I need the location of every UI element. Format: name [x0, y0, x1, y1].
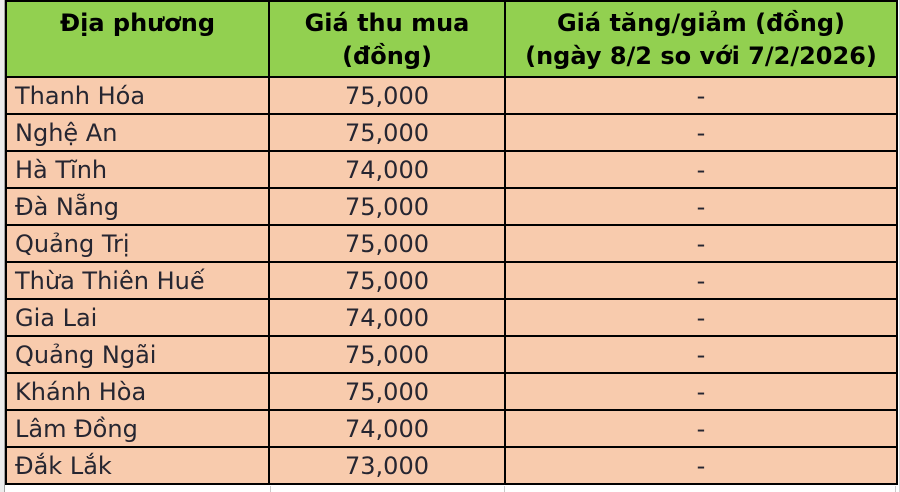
header-cell-change[interactable]: Giá tăng/giảm (đồng) (ngày 8/2 so với 7/…: [504, 0, 898, 78]
cell-location[interactable]: Đắk Lắk: [5, 446, 270, 485]
header-price-label-line2: (đồng): [342, 42, 432, 71]
bottom-gridline-stub: [270, 486, 271, 492]
cell-change[interactable]: -: [504, 187, 898, 226]
cell-price[interactable]: 74,000: [268, 298, 506, 337]
table-body: Thanh Hóa 75,000- Nghệ An 75,000- Hà Tĩnh 74,…: [5, 76, 898, 485]
cell-change[interactable]: -: [504, 409, 898, 448]
cell-price[interactable]: 75,000: [268, 335, 506, 374]
table-row: Nghệ An 75,000-: [5, 113, 898, 152]
cell-price[interactable]: 75,000: [268, 76, 506, 115]
header-location-label: Địa phương: [60, 9, 215, 37]
price-table: Địa phương Giá thu mua (đồng) Giá tăng/g…: [5, 0, 898, 485]
bottom-gridline-stub: [895, 486, 896, 492]
header-change-label-line2: (ngày 8/2 so với 7/2/2026): [525, 42, 877, 71]
header-cell-price[interactable]: Giá thu mua (đồng): [268, 0, 506, 78]
header-cell-location[interactable]: Địa phương: [5, 0, 270, 78]
cell-location[interactable]: Quảng Ngãi: [5, 335, 270, 374]
cell-location[interactable]: Hà Tĩnh: [5, 150, 270, 189]
cell-location[interactable]: Khánh Hòa: [5, 372, 270, 411]
cell-change[interactable]: -: [504, 298, 898, 337]
cell-price[interactable]: 75,000: [268, 261, 506, 300]
table-row: Khánh Hòa 75,000-: [5, 372, 898, 411]
cell-change[interactable]: -: [504, 113, 898, 152]
cell-price[interactable]: 75,000: [268, 187, 506, 226]
cell-change[interactable]: -: [504, 335, 898, 374]
cell-location[interactable]: Gia Lai: [5, 298, 270, 337]
table-row: Gia Lai 74,000-: [5, 298, 898, 337]
cell-price[interactable]: 73,000: [268, 446, 506, 485]
cell-location[interactable]: Thanh Hóa: [5, 76, 270, 115]
left-gutter: [0, 0, 5, 492]
cell-location[interactable]: Thừa Thiên Huế: [5, 261, 270, 300]
cell-price[interactable]: 74,000: [268, 409, 506, 448]
bottom-gridline-stub: [504, 486, 505, 492]
table-row: Quảng Ngãi 75,000-: [5, 335, 898, 374]
cell-location[interactable]: Lâm Đồng: [5, 409, 270, 448]
header-price-label-line1: Giá thu mua: [304, 9, 470, 37]
cell-change[interactable]: -: [504, 76, 898, 115]
cell-change[interactable]: -: [504, 150, 898, 189]
cell-change[interactable]: -: [504, 372, 898, 411]
cell-price[interactable]: 75,000: [268, 372, 506, 411]
cell-price[interactable]: 75,000: [268, 113, 506, 152]
table-row: Thừa Thiên Huế 75,000-: [5, 261, 898, 300]
cell-change[interactable]: -: [504, 224, 898, 263]
table-row: Hà Tĩnh 74,000-: [5, 150, 898, 189]
header-row: Địa phương Giá thu mua (đồng) Giá tăng/g…: [5, 0, 898, 78]
table-row: Đà Nẵng 75,000-: [5, 187, 898, 226]
cell-location[interactable]: Đà Nẵng: [5, 187, 270, 226]
cell-change[interactable]: -: [504, 446, 898, 485]
cell-change[interactable]: -: [504, 261, 898, 300]
table-row: Lâm Đồng 74,000-: [5, 409, 898, 448]
table-row: Thanh Hóa 75,000-: [5, 76, 898, 115]
cell-location[interactable]: Nghệ An: [5, 113, 270, 152]
cell-price[interactable]: 75,000: [268, 224, 506, 263]
header-change-label-line1: Giá tăng/giảm (đồng): [556, 9, 845, 37]
cell-price[interactable]: 74,000: [268, 150, 506, 189]
cell-location[interactable]: Quảng Trị: [5, 224, 270, 263]
table-row: Quảng Trị 75,000-: [5, 224, 898, 263]
table-row: Đắk Lắk 73,000-: [5, 446, 898, 485]
